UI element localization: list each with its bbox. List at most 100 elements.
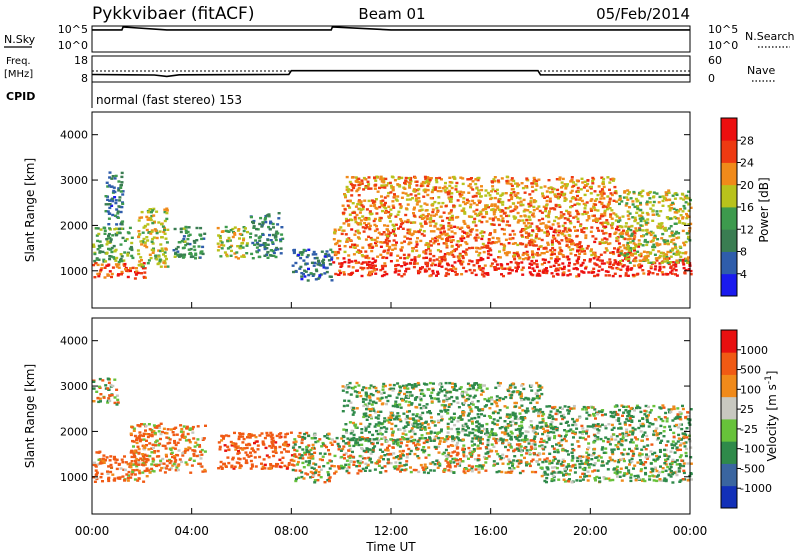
echo-cell — [101, 457, 105, 460]
echo-cell — [308, 453, 312, 456]
echo-cell — [113, 401, 117, 405]
echo-cell — [361, 447, 364, 451]
echo-cell — [128, 267, 132, 270]
echo-cell — [194, 252, 198, 255]
echo-cell — [255, 227, 258, 231]
echo-cell — [589, 230, 593, 233]
echo-cell — [663, 242, 667, 246]
echo-cell — [346, 437, 350, 440]
echo-cell — [351, 211, 355, 214]
echo-cell — [261, 465, 265, 468]
echo-cell — [576, 246, 580, 249]
echo-cell — [563, 183, 567, 186]
y-tick-label: 3000 — [60, 174, 88, 187]
echo-cell — [303, 275, 307, 278]
echo-cell — [527, 232, 531, 235]
echo-cell — [658, 254, 662, 258]
echo-cell — [137, 263, 141, 267]
echo-cell — [327, 473, 331, 476]
echo-cell — [606, 222, 610, 226]
echo-cell — [325, 250, 329, 253]
echo-cell — [338, 445, 341, 448]
echo-cell — [497, 200, 501, 203]
echo-cell — [466, 388, 470, 391]
echo-cell — [434, 435, 438, 438]
echo-cell — [165, 467, 169, 470]
echo-cell — [280, 461, 284, 464]
echo-cell — [96, 272, 100, 276]
echo-cell — [152, 446, 155, 449]
echo-cell — [515, 270, 518, 273]
echo-cell — [521, 186, 525, 190]
echo-cell — [462, 403, 465, 406]
echo-cell — [502, 212, 506, 215]
echo-cell — [480, 237, 484, 241]
echo-cell — [297, 434, 301, 438]
echo-cell — [113, 479, 117, 482]
echo-cell — [158, 230, 162, 233]
echo-cell — [216, 226, 220, 230]
echo-cell — [408, 400, 412, 404]
echo-cell — [533, 440, 537, 444]
echo-cell — [586, 179, 590, 182]
echo-cell — [485, 211, 488, 214]
echo-cell — [150, 469, 154, 472]
echo-cell — [593, 240, 597, 244]
echo-cell — [218, 445, 222, 449]
echo-cell — [681, 229, 685, 233]
echo-cell — [360, 431, 364, 434]
colorbar-swatch — [721, 140, 737, 163]
echo-cell — [475, 203, 479, 207]
echo-cell — [141, 267, 145, 270]
echo-cell — [250, 252, 254, 256]
echo-cell — [169, 460, 173, 463]
echo-cell — [222, 463, 226, 466]
echo-cell — [129, 462, 133, 466]
echo-cell — [620, 225, 624, 228]
echo-cell — [400, 219, 404, 223]
echo-cell — [398, 203, 402, 206]
echo-cell — [503, 252, 507, 255]
echo-cell — [451, 253, 455, 257]
echo-cell — [552, 275, 555, 278]
echo-cell — [427, 213, 431, 216]
echo-cell — [309, 456, 313, 459]
echo-cell — [554, 267, 558, 271]
echo-cell — [605, 208, 609, 211]
noise-left-label: N.Sky — [4, 33, 36, 46]
echo-cell — [357, 461, 361, 464]
echo-cell — [137, 452, 141, 455]
echo-cell — [412, 189, 416, 193]
echo-cell — [508, 413, 512, 416]
echo-cell — [538, 245, 542, 249]
echo-cell — [317, 260, 321, 263]
echo-cell — [475, 233, 479, 236]
echo-cell — [373, 203, 377, 206]
echo-cell — [592, 271, 596, 274]
echo-cell — [310, 466, 314, 469]
echo-cell — [546, 195, 549, 198]
echo-cell — [421, 411, 425, 415]
echo-cell — [364, 462, 368, 465]
echo-cell — [652, 191, 656, 194]
echo-cell — [527, 234, 531, 237]
echo-cell — [480, 185, 483, 188]
echo-cell — [156, 449, 160, 453]
echo-cell — [467, 191, 471, 194]
echo-cell — [419, 214, 423, 218]
echo-cell — [568, 261, 571, 265]
echo-cell — [510, 269, 514, 272]
echo-cell — [360, 204, 364, 207]
echo-cell — [681, 222, 685, 225]
echo-cell — [484, 469, 488, 472]
echo-cell — [459, 190, 463, 193]
echo-cell — [131, 266, 135, 270]
echo-cell — [667, 189, 671, 192]
echo-cell — [511, 229, 515, 233]
echo-cell — [199, 450, 202, 453]
echo-cell — [447, 451, 451, 455]
echo-cell — [360, 182, 364, 185]
echo-cell — [480, 467, 484, 470]
echo-cell — [455, 243, 459, 246]
echo-cell — [123, 455, 126, 458]
